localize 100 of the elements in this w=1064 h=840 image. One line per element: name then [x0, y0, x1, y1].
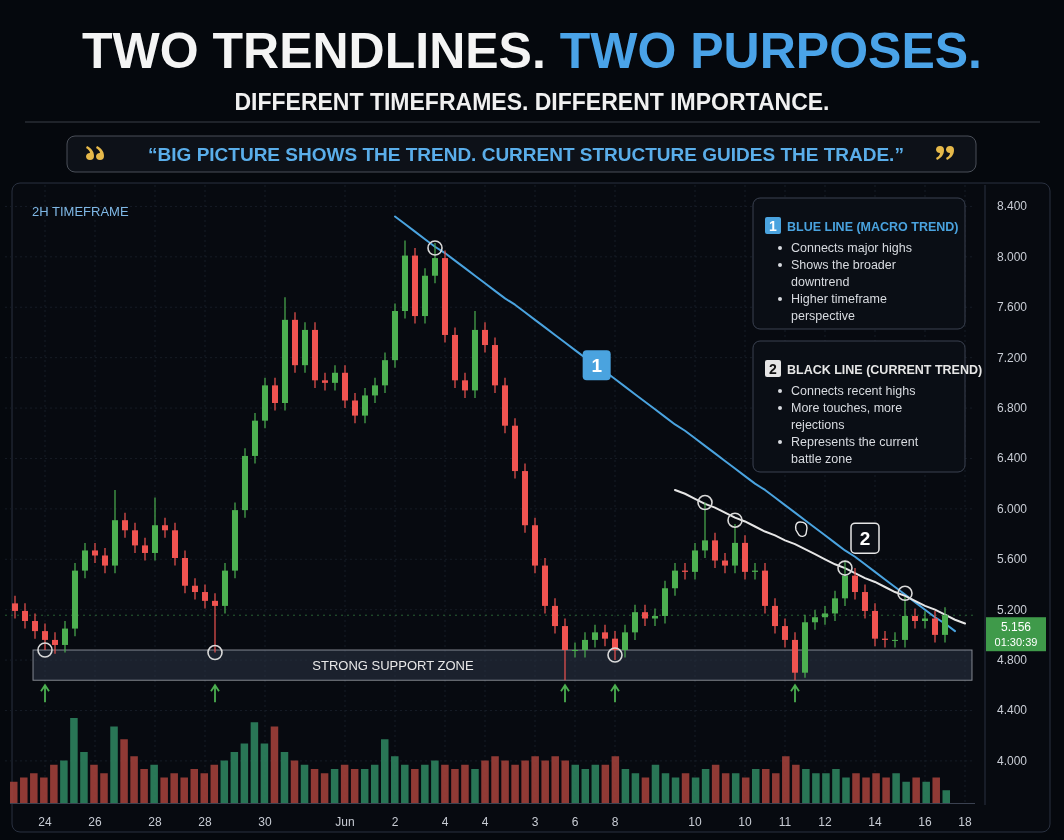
candlestick [712, 532, 718, 569]
candlestick [622, 624, 628, 659]
bar [110, 726, 118, 803]
candlestick [102, 547, 108, 574]
bar [782, 756, 790, 803]
x-tick-label: 8 [611, 815, 619, 829]
chart-subtitle: DIFFERENT TIMEFRAMES. DIFFERENT IMPORTANCE. [234, 89, 830, 115]
bar [661, 773, 670, 803]
bar [401, 764, 409, 803]
bar [330, 769, 339, 803]
bar [240, 743, 249, 803]
bar [220, 760, 229, 803]
annotation: Shows the broader downtrend [791, 258, 896, 289]
bar [701, 769, 710, 803]
candlestick [812, 609, 818, 631]
candlestick [862, 583, 868, 620]
bar [421, 764, 429, 803]
bar [270, 726, 279, 803]
candlestick [42, 622, 48, 651]
x-tick-label: 18 [958, 815, 972, 829]
bar [90, 764, 98, 803]
candlestick [912, 607, 918, 630]
candlestick [782, 617, 788, 649]
x-tick-label: Jun [335, 815, 355, 829]
bar [741, 777, 750, 803]
bar [822, 773, 830, 803]
x-tick-label: 16 [918, 815, 932, 829]
bar [882, 777, 890, 803]
annotation: More touches, more rejections [791, 401, 903, 432]
bar [521, 760, 529, 803]
bar [711, 764, 720, 803]
bar [70, 718, 78, 803]
text: “BIG PICTURE SHOWS THE TREND. CURRENT STRUCTURE GUIDES THE TRADE.” [148, 144, 904, 165]
bar [130, 756, 138, 803]
bar [451, 769, 459, 803]
candlestick [922, 610, 928, 630]
bar [10, 781, 18, 803]
candlestick [932, 610, 938, 644]
candlestick [202, 583, 208, 610]
bar [691, 777, 700, 803]
candlestick [82, 542, 88, 579]
bar [411, 769, 419, 803]
x-tick-label: 3 [531, 815, 539, 829]
bar [942, 790, 950, 803]
candlestick [352, 392, 358, 424]
y-tick-label: 8.400 [996, 199, 1028, 214]
annotation: 2H TIMEFRAME [32, 204, 129, 219]
bar [160, 777, 168, 803]
bar [170, 773, 178, 803]
candlestick [52, 631, 58, 655]
candlestick [892, 631, 898, 649]
x-tick-label: 14 [868, 815, 882, 829]
ref-line-label: 5.156 [1000, 620, 1032, 635]
candlestick [332, 364, 338, 392]
x-tick-label: 12 [818, 815, 832, 829]
bar [200, 773, 209, 803]
bar [842, 777, 850, 803]
candlestick [192, 577, 198, 601]
bar [751, 769, 760, 803]
candlestick [942, 606, 948, 644]
bar [260, 743, 269, 803]
bar [20, 777, 28, 803]
bar [531, 756, 539, 803]
candlestick [772, 597, 778, 635]
x-tick-label: 10 [738, 815, 752, 829]
annotation: 2 [859, 528, 871, 550]
bar [441, 764, 449, 803]
bar [541, 760, 549, 803]
candlestick [852, 567, 858, 601]
y-tick-label: 6.000 [996, 501, 1028, 516]
bar [210, 764, 219, 803]
candlestick [902, 596, 908, 649]
bar [912, 777, 920, 803]
bar [772, 773, 780, 803]
candlestick [702, 501, 708, 559]
x-tick-label: 11 [778, 815, 792, 829]
bar [360, 769, 369, 803]
bar [611, 756, 620, 803]
y-tick-label: 7.200 [996, 350, 1028, 365]
x-tick-label: 6 [571, 815, 579, 829]
candlestick [602, 624, 608, 647]
legend-label: BLACK LINE (CURRENT TREND) [787, 363, 983, 377]
candlestick [132, 522, 138, 554]
bar [671, 777, 680, 803]
x-tick-label: 26 [88, 815, 102, 829]
bar [230, 752, 239, 803]
bar [571, 764, 580, 803]
legend-label: BLUE LINE (MACRO TREND) [787, 220, 959, 234]
candlestick [162, 517, 168, 539]
bar [50, 764, 58, 803]
bar [461, 764, 469, 803]
bar [591, 764, 600, 803]
bar [280, 752, 289, 803]
bar [40, 777, 48, 803]
bar [431, 760, 439, 803]
x-tick-label: 24 [38, 815, 52, 829]
annotation: Higher timeframe perspective [791, 292, 887, 323]
annotation: Represents the current battle zone [791, 435, 919, 466]
candlestick [92, 542, 98, 564]
candlestick [62, 620, 68, 654]
